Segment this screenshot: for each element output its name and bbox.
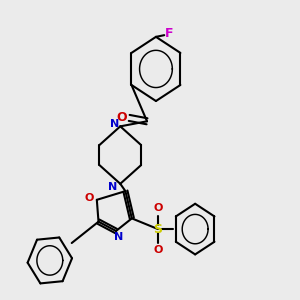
Text: N: N — [110, 119, 119, 129]
Text: O: O — [116, 111, 127, 124]
Text: O: O — [153, 245, 163, 255]
Text: O: O — [153, 203, 163, 213]
Text: N: N — [108, 182, 118, 192]
Text: F: F — [165, 27, 174, 40]
Text: O: O — [85, 193, 94, 203]
Text: N: N — [114, 232, 124, 242]
Text: S: S — [154, 223, 163, 236]
